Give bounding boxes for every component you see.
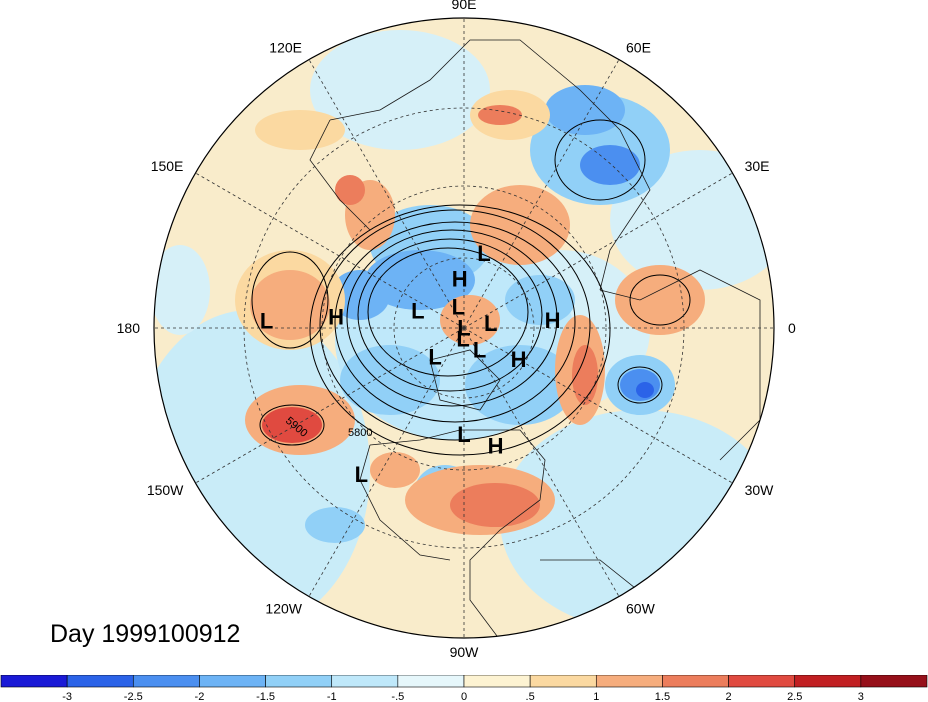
lon-label: 0 bbox=[788, 320, 796, 336]
lon-label: 60W bbox=[626, 601, 656, 617]
colorbar-label: -1.5 bbox=[256, 691, 275, 702]
lon-label: 150E bbox=[151, 158, 184, 174]
meridian-line bbox=[195, 172, 465, 329]
colorbar-cell bbox=[463, 675, 531, 688]
colorbar-label: -2 bbox=[195, 691, 205, 702]
colorbar: -3 -2.5 -2 -1.5 -1 -.5 0 .5 1 1.5 2 2.5 3 bbox=[0, 675, 928, 702]
colorbar-cell bbox=[860, 675, 928, 688]
meridian-line bbox=[308, 59, 465, 329]
lon-label: 30W bbox=[745, 482, 775, 498]
colorbar-cell bbox=[66, 675, 134, 688]
low-pressure-marker: L bbox=[411, 299, 424, 324]
colorbar-cell bbox=[0, 675, 68, 688]
lon-label: 120E bbox=[269, 39, 302, 55]
low-pressure-marker: L bbox=[452, 295, 465, 320]
colorbar-cell bbox=[265, 675, 333, 688]
low-pressure-marker: L bbox=[428, 344, 441, 369]
colorbar-label: -1 bbox=[327, 691, 337, 702]
colorbar-label: 3 bbox=[858, 691, 864, 702]
colorbar-label: 1 bbox=[593, 691, 599, 702]
colorbar-cell bbox=[595, 675, 663, 688]
meridian-line bbox=[463, 327, 620, 597]
graticule bbox=[154, 18, 774, 638]
colorbar-label: 0 bbox=[461, 691, 467, 702]
colorbar-cell bbox=[662, 675, 729, 688]
colorbar-label: -.5 bbox=[391, 691, 404, 702]
meridian-line bbox=[195, 327, 465, 484]
high-pressure-marker: H bbox=[511, 347, 527, 372]
high-pressure-marker: H bbox=[488, 433, 504, 458]
low-pressure-marker: L bbox=[484, 311, 497, 336]
low-pressure-marker: L bbox=[457, 316, 470, 341]
meridian-line bbox=[308, 327, 465, 597]
map-title: Day 1999100912 bbox=[50, 620, 241, 648]
lon-label: 120W bbox=[265, 601, 302, 617]
colorbar-cell bbox=[397, 675, 465, 688]
colorbar-cell bbox=[331, 675, 399, 688]
colorbar-label: .5 bbox=[526, 691, 535, 702]
low-pressure-marker: L bbox=[260, 309, 273, 334]
longitude-labels: 90E 60E 30E 0 30W 60W 90W 120W 150W 180 150E 120E bbox=[117, 0, 796, 660]
colorbar-label: 2 bbox=[726, 691, 732, 702]
low-pressure-marker: L bbox=[473, 338, 486, 363]
high-pressure-marker: H bbox=[328, 304, 344, 329]
meridian-line bbox=[463, 59, 620, 329]
colorbar-cell bbox=[794, 675, 862, 688]
high-pressure-marker: H bbox=[452, 267, 468, 292]
lon-label: 180 bbox=[117, 320, 141, 336]
colorbar-label: -2.5 bbox=[124, 691, 143, 702]
meridian-line bbox=[463, 327, 733, 484]
map-boundary bbox=[153, 17, 775, 639]
colorbar-cell bbox=[132, 675, 200, 688]
meridian-line bbox=[463, 172, 733, 329]
lon-label: 60E bbox=[626, 39, 651, 55]
low-pressure-marker: L bbox=[477, 241, 490, 266]
hemisphere-map: 5800 5900 90E60E30E030W60W90W120W150W180… bbox=[117, 0, 796, 660]
height-contours bbox=[251, 119, 691, 456]
low-pressure-marker: L bbox=[457, 422, 470, 447]
lon-label: 90W bbox=[450, 644, 480, 660]
lon-label: 30E bbox=[745, 158, 770, 174]
colorbar-label: -3 bbox=[62, 691, 72, 702]
lon-label: 90E bbox=[452, 0, 477, 12]
low-pressure-marker: L bbox=[456, 326, 469, 351]
low-pressure-marker: L bbox=[355, 462, 368, 487]
colorbar-cell bbox=[529, 675, 597, 688]
colorbar-cell bbox=[199, 675, 266, 688]
high-pressure-marker: H bbox=[545, 308, 561, 333]
colorbar-label: 1.5 bbox=[655, 691, 670, 702]
lon-label: 150W bbox=[147, 482, 184, 498]
colorbar-cell bbox=[728, 675, 796, 688]
colorbar-label: 2.5 bbox=[787, 691, 802, 702]
contour-label-5800: 5800 bbox=[348, 427, 372, 439]
